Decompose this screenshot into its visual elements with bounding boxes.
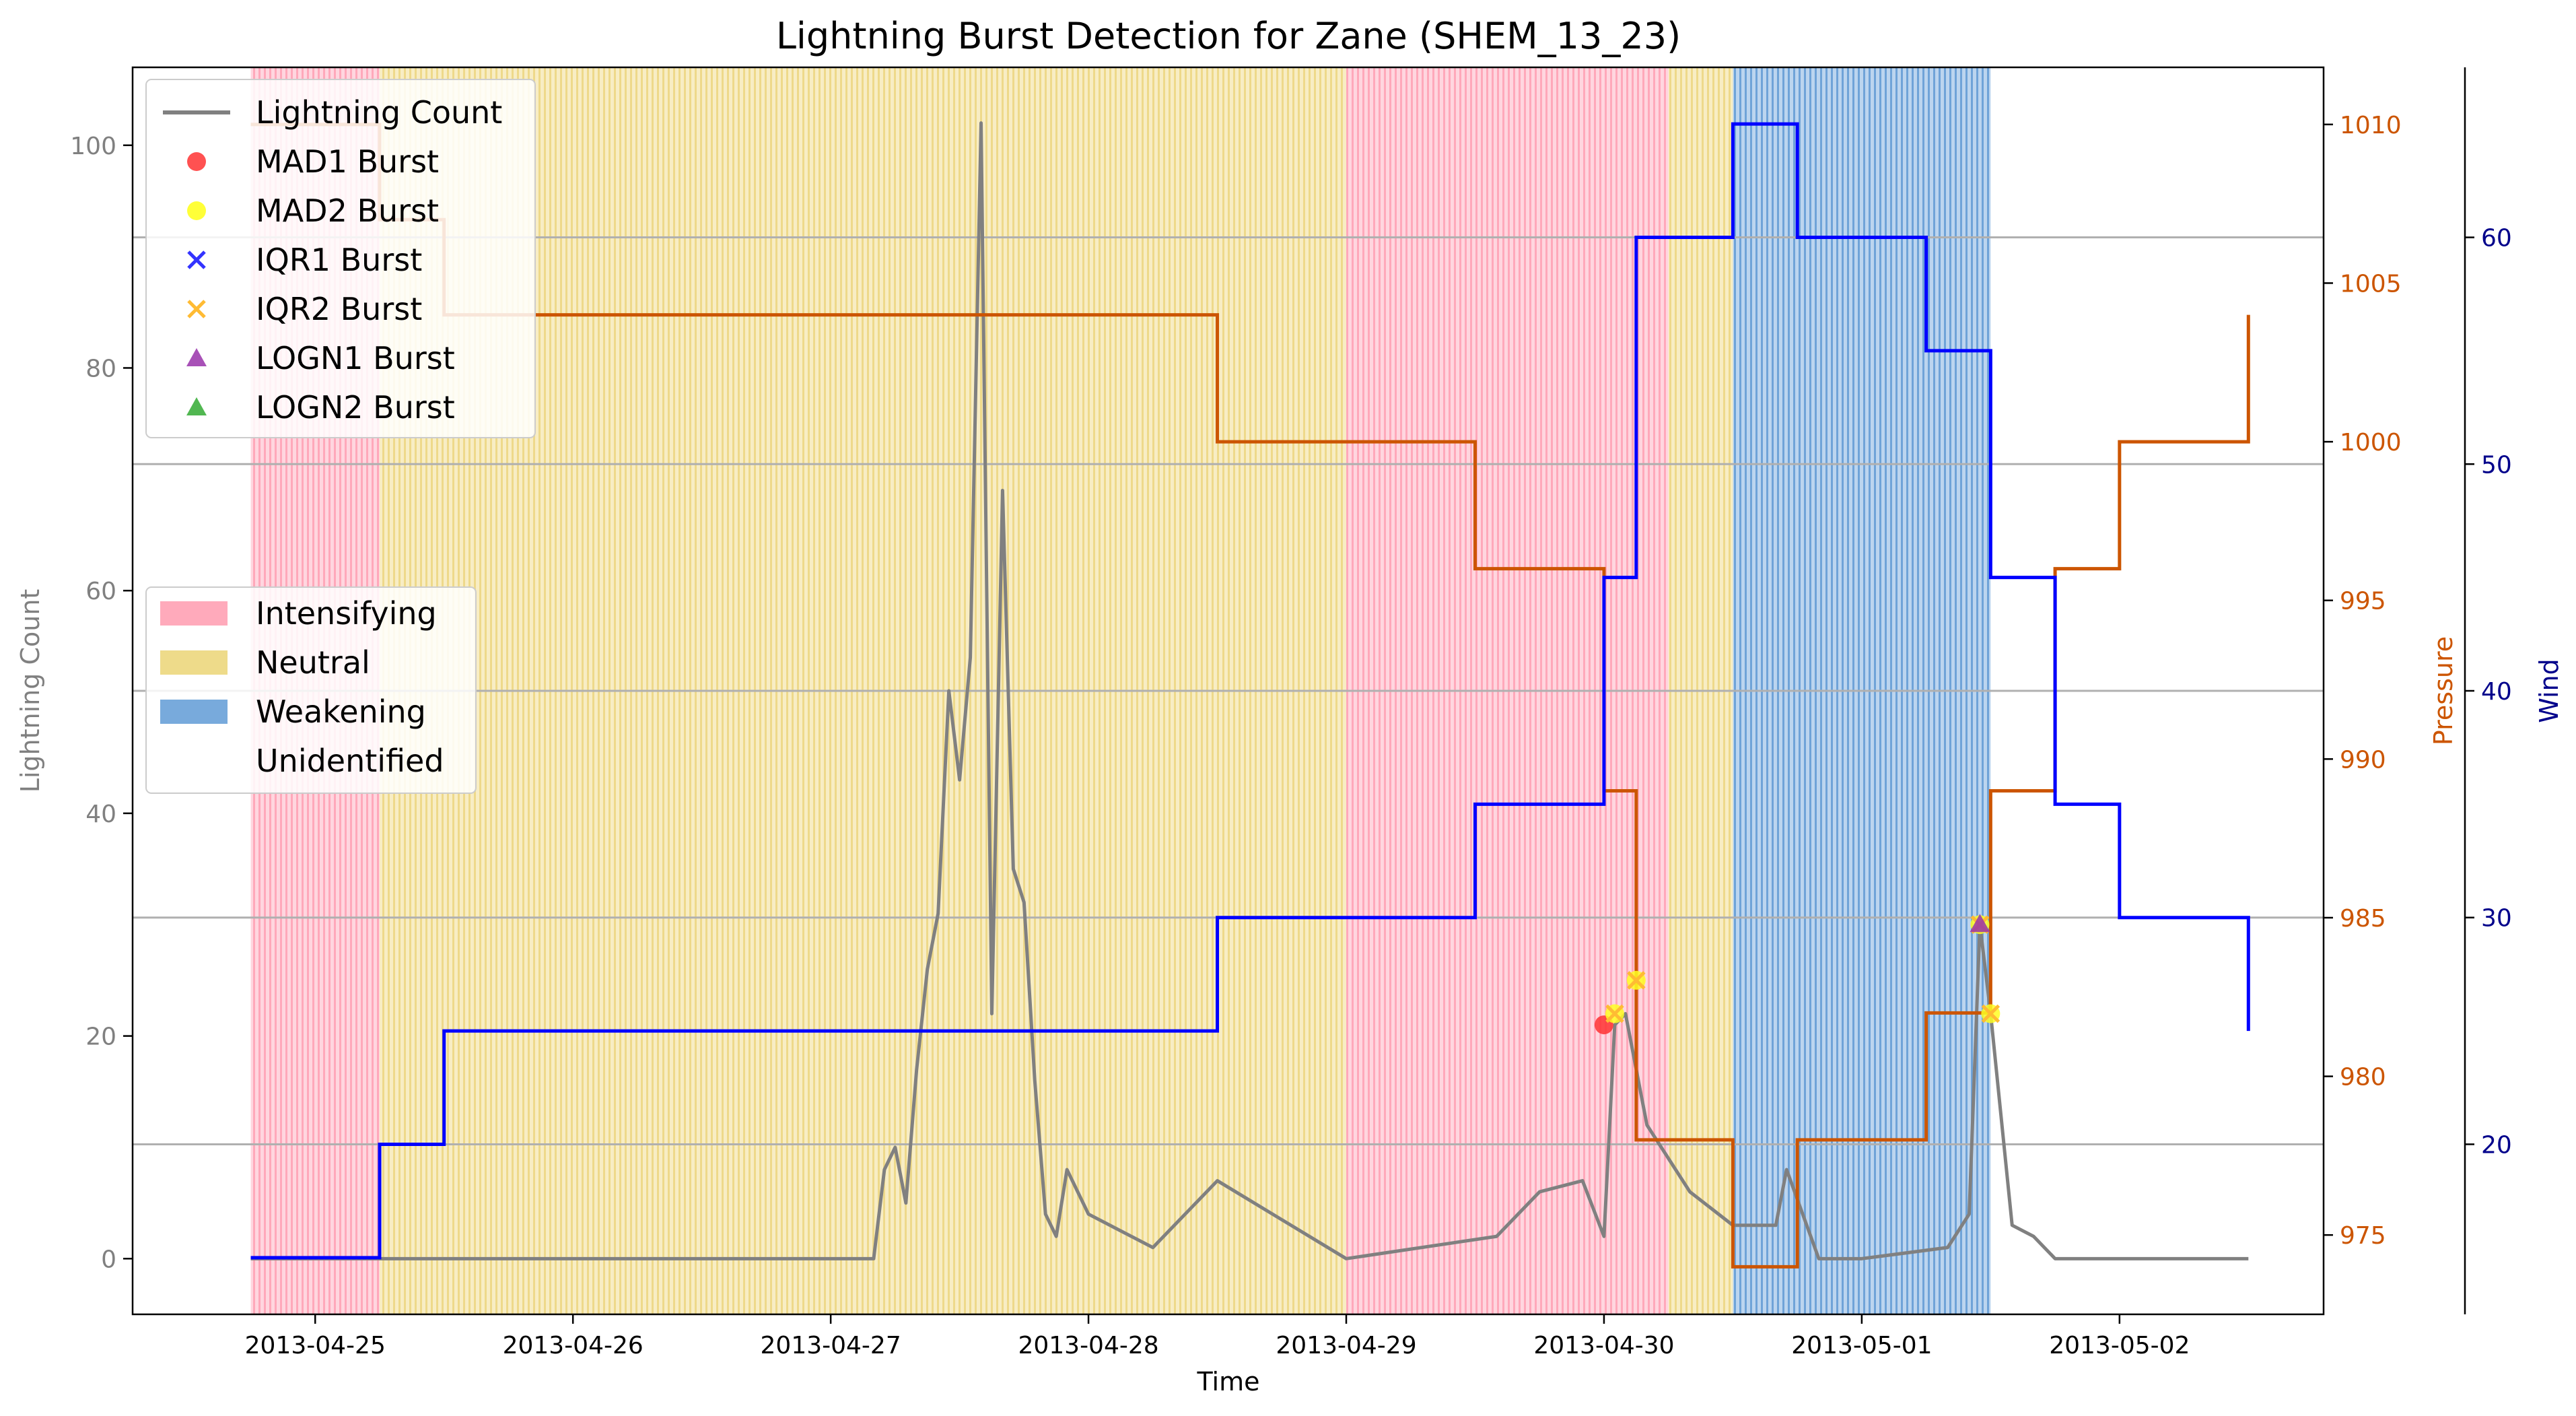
y-left-tick-label-0: 0 (101, 1246, 116, 1273)
legend-swatch-intensifying (160, 601, 228, 626)
y-axis-label-left: Lightning Count (15, 589, 45, 793)
y-pressure-tick-label-3: 990 (2340, 746, 2386, 774)
y-pressure-tick-label-7: 1010 (2340, 112, 2402, 139)
y-wind-tick-label-2: 40 (2481, 678, 2512, 706)
legend-label-logn1: LOGN1 Burst (256, 340, 455, 376)
y-pressure-tick-label-0: 975 (2340, 1222, 2386, 1250)
burst-markers (1594, 914, 2000, 1035)
legend-label-intensifying: Intensifying (256, 595, 437, 632)
y-pressure-tick-label-1: 980 (2340, 1064, 2386, 1091)
legend-swatch-iqr1 (187, 250, 206, 269)
y-left-tick-label-4: 80 (85, 355, 116, 382)
legend-label-mad2: MAD2 Burst (256, 193, 439, 229)
x-tick-label-1: 2013-04-26 (503, 1332, 643, 1359)
burst-iqr2-6 (1627, 971, 1646, 990)
legend-swatch-logn2 (186, 397, 207, 415)
legend-label-mad1: MAD1 Burst (256, 143, 439, 180)
y-wind-tick-label-4: 60 (2481, 225, 2512, 252)
y-pressure-tick-label-6: 1005 (2340, 270, 2402, 298)
y-pressure-tick-label-2: 985 (2340, 905, 2386, 933)
x-tick-label-0: 2013-04-25 (245, 1332, 386, 1359)
legend-label-weakening: Weakening (256, 694, 426, 730)
y-axis-label-wind: Wind (2534, 659, 2564, 723)
burst-logn1-9 (1970, 914, 1990, 933)
x-axis-label: Time (1197, 1367, 1260, 1396)
y-wind-tick-label-1: 30 (2481, 905, 2512, 933)
plot-frame (131, 66, 2325, 1316)
chart-title: Lightning Burst Detection for Zane (SHEM… (776, 15, 1681, 57)
legend-label-unidentified: Unidentified (256, 743, 444, 779)
legend-label-iqr1: IQR1 Burst (256, 242, 422, 278)
legend-label-lightning: Lightning Count (256, 94, 502, 131)
y-left-tick-label-1: 20 (85, 1023, 116, 1051)
x-tick-label-7: 2013-05-02 (2049, 1332, 2190, 1359)
y-pressure-tick-label-5: 1000 (2340, 429, 2402, 457)
legend-main: Lightning Count MAD1 Burst MAD2 Burst IQ… (145, 79, 536, 438)
legend-label-neutral: Neutral (256, 644, 370, 681)
legend-swatch-mad2 (187, 201, 206, 220)
x-tick-label-3: 2013-04-28 (1018, 1332, 1158, 1359)
x-tick-label-5: 2013-04-30 (1533, 1332, 1674, 1359)
legend-swatch-mad1 (187, 152, 206, 171)
y-wind-tick-label-0: 20 (2481, 1131, 2512, 1159)
series-wind (250, 122, 2250, 1260)
y-wind-tick-label-3: 50 (2481, 451, 2512, 479)
series-lightning-count (250, 121, 2249, 1260)
axes: 2013-04-25 2013-04-26 2013-04-27 2013-04-28… (70, 112, 2512, 1359)
legend-swatch-iqr2 (187, 300, 206, 318)
legend-phases: Intensifying Neutral Weakening Unidentif… (145, 586, 477, 794)
x-tick-label-2: 2013-04-27 (761, 1332, 901, 1359)
burst-iqr2-8-b (1981, 1004, 2000, 1023)
x-tick-label-4: 2013-04-29 (1276, 1332, 1416, 1359)
y-axis-label-pressure: Pressure (2429, 636, 2458, 745)
burst-iqr2-5 (1605, 1004, 1624, 1023)
burst-iqr2-8 (1981, 1004, 2000, 1023)
legend-swatch-unidentified (160, 749, 228, 773)
legend-swatch-neutral (160, 650, 228, 675)
legend-label-iqr2: IQR2 Burst (256, 291, 422, 327)
series-layer (250, 121, 2250, 1269)
y-pressure-tick-label-4: 995 (2340, 588, 2386, 615)
legend-label-logn2: LOGN2 Burst (256, 389, 455, 426)
legend-phases-box (145, 586, 477, 794)
legend-swatch-weakening (160, 700, 228, 724)
y-left-tick-label-3: 60 (85, 578, 116, 605)
legend-main-box (145, 79, 536, 438)
y-left-tick-label-2: 40 (85, 801, 116, 828)
legend-swatch-logn1 (186, 348, 207, 366)
burst-iqr2-6-b (1627, 971, 1646, 990)
x-tick-label-6: 2013-05-01 (1791, 1332, 1932, 1359)
burst-iqr2-5-b (1605, 1004, 1624, 1023)
y-left-tick-label-5: 100 (70, 133, 116, 160)
